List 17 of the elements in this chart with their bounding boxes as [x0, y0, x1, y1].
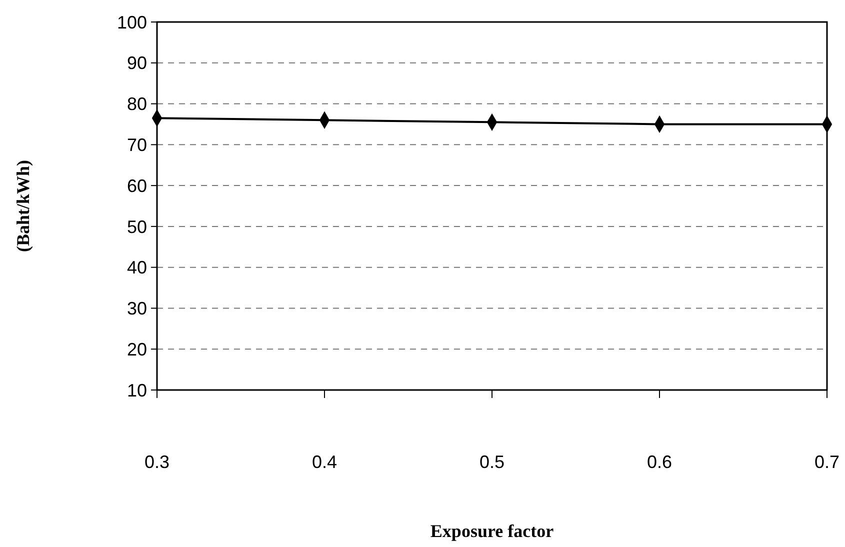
y-tick-label: 100 [116, 12, 147, 32]
x-tick-label: 0.3 [144, 452, 170, 472]
y-tick-label: 10 [126, 380, 147, 400]
y-axis-title: (Baht/kWh) [13, 160, 33, 252]
x-axis-title: Exposure factor [430, 521, 554, 541]
x-tick-label: 0.7 [814, 452, 840, 472]
y-tick-label: 70 [126, 134, 147, 155]
y-tick-label: 90 [126, 53, 147, 74]
y-tick-label: 60 [126, 176, 147, 196]
x-tick-label: 0.5 [479, 452, 505, 472]
y-tick-label: 50 [126, 216, 147, 237]
y-tick-label: 30 [126, 298, 147, 319]
y-tick-label: 40 [126, 258, 147, 278]
y-tick-label: 80 [126, 94, 147, 114]
x-tick-label: 0.6 [646, 452, 672, 472]
x-tick-label: 0.4 [312, 452, 338, 472]
y-tick-label: 20 [126, 339, 147, 360]
